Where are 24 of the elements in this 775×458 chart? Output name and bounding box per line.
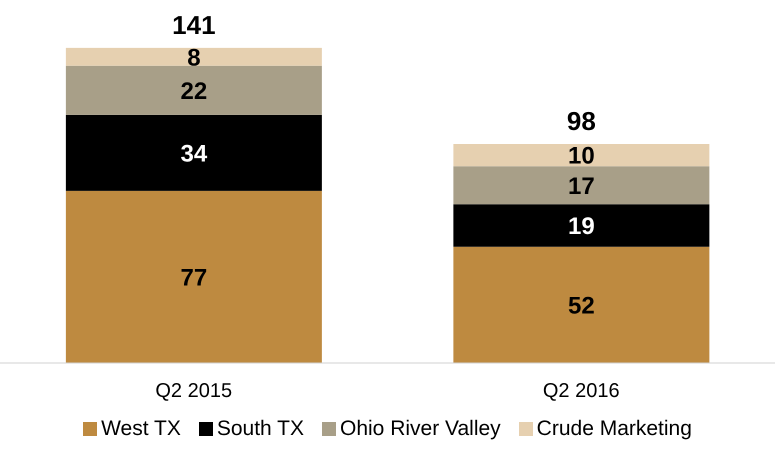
x-tick-label: Q2 2015 <box>155 380 232 402</box>
bar <box>66 114 322 191</box>
legend-label: Crude Marketing <box>536 417 692 441</box>
total-label: 141 <box>172 10 216 40</box>
total-label: 98 <box>566 106 596 136</box>
bar <box>66 48 322 66</box>
data-label: 52 <box>568 292 595 320</box>
data-label: 34 <box>180 140 208 168</box>
legend-label: Ohio River Valley <box>340 417 501 441</box>
legend-label: South TX <box>216 417 304 441</box>
bar <box>453 204 710 247</box>
x-tick-label: Q2 2016 <box>542 380 620 402</box>
bar <box>66 66 322 115</box>
bar <box>66 190 322 363</box>
data-label: 17 <box>568 172 595 200</box>
data-label: 19 <box>568 213 595 240</box>
bar <box>453 144 710 166</box>
data-label: 10 <box>568 142 595 170</box>
bar <box>453 166 710 204</box>
bar <box>453 246 710 363</box>
legend-label: West TX <box>101 417 181 441</box>
data-label: 22 <box>180 78 208 105</box>
data-label: 77 <box>180 264 208 292</box>
data-label: 8 <box>187 44 201 72</box>
